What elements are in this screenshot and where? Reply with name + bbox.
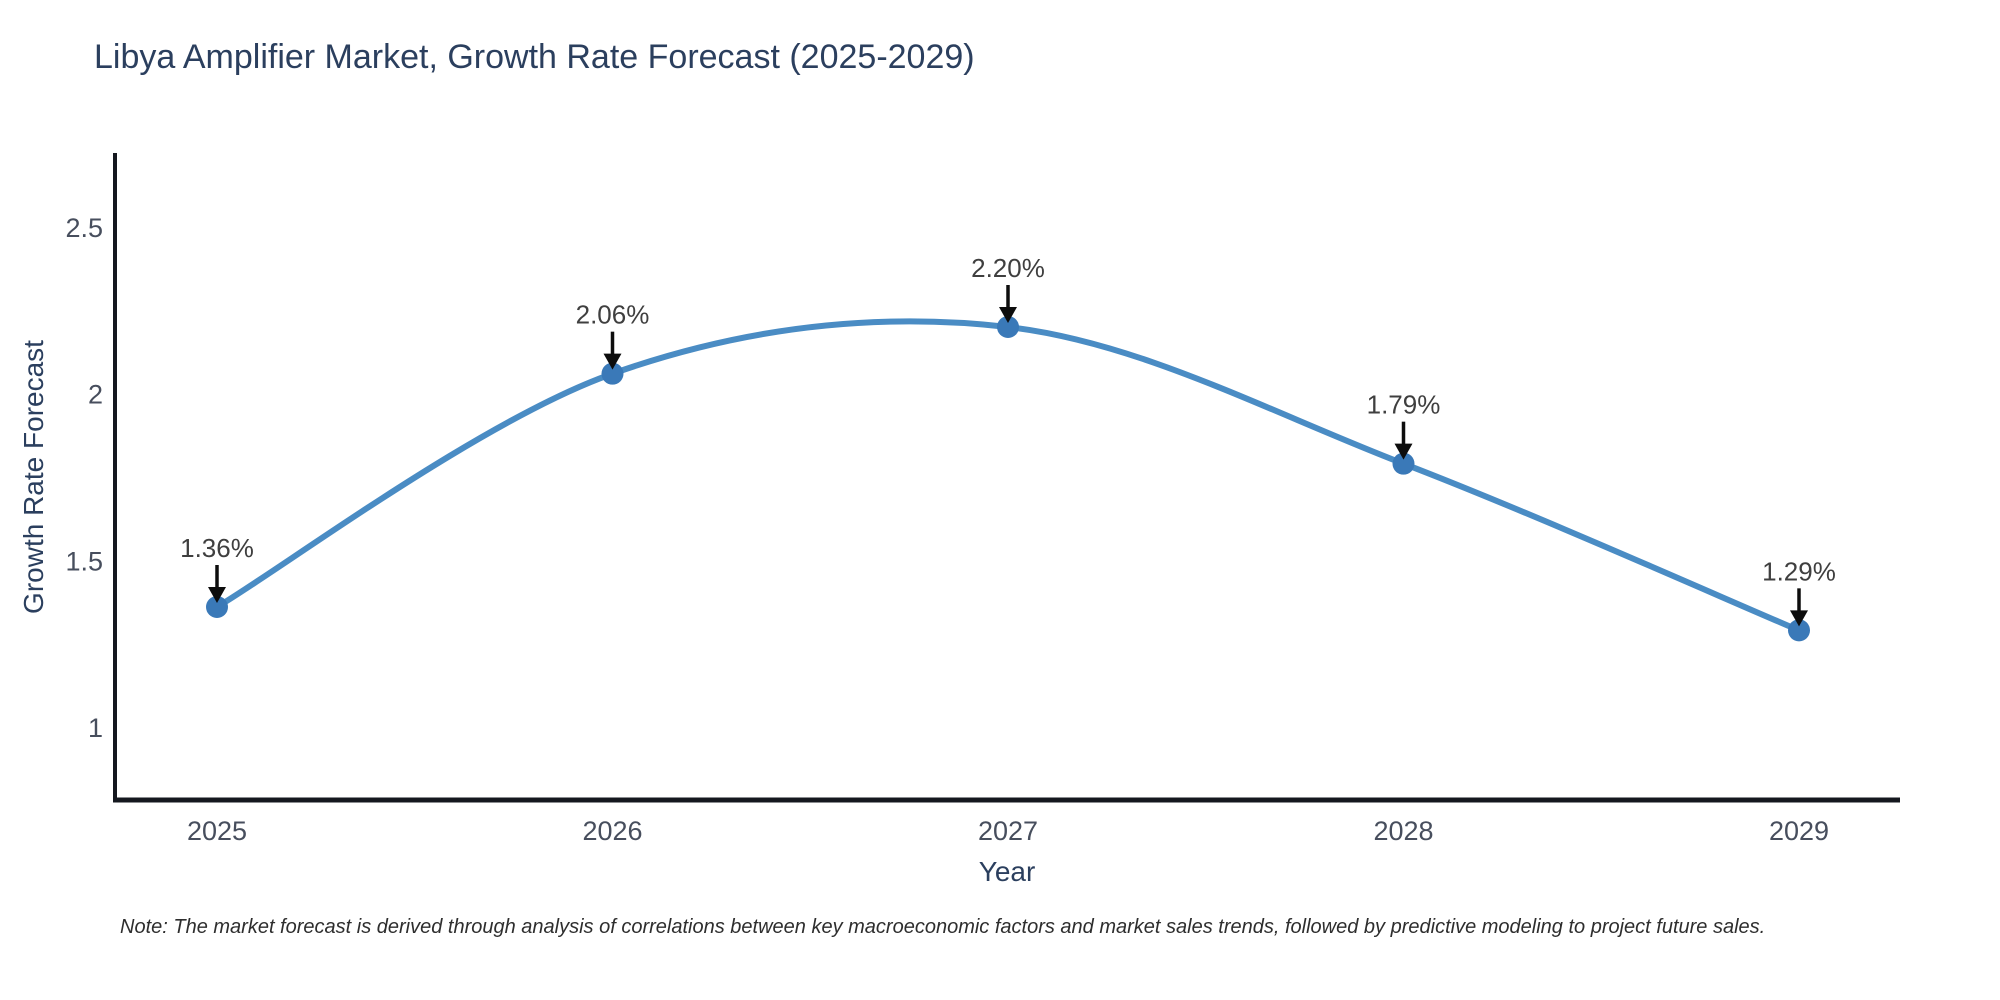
data-point-marker[interactable] — [997, 316, 1019, 339]
footnote: Note: The market forecast is derived thr… — [120, 916, 1766, 938]
annotation-label: 1.36% — [180, 533, 254, 563]
annotation-arrow-head — [208, 587, 226, 604]
annotation-label: 2.20% — [971, 253, 1045, 283]
data-point-marker[interactable] — [1392, 452, 1415, 475]
annotation-arrow-head — [603, 353, 622, 370]
x-tick-label: 2026 — [582, 816, 642, 846]
chart-title: Libya Amplifier Market, Growth Rate Fore… — [94, 38, 975, 76]
annotation-arrow-head — [1790, 610, 1808, 627]
annotation-label: 1.79% — [1367, 390, 1441, 420]
y-tick-label: 2 — [88, 380, 103, 410]
x-tick-label: 2025 — [187, 816, 247, 846]
x-tick-label: 2027 — [978, 816, 1038, 846]
data-point-marker[interactable] — [206, 596, 228, 619]
data-point-marker[interactable] — [1788, 619, 1810, 642]
x-tick-label: 2028 — [1373, 816, 1433, 846]
annotation-label: 1.29% — [1762, 556, 1836, 586]
y-tick-label: 2.5 — [65, 213, 103, 243]
annotation-arrow-head — [999, 307, 1017, 324]
x-axis-title: Year — [978, 856, 1036, 887]
y-tick-label: 1.5 — [65, 546, 103, 576]
y-tick-label: 1 — [88, 713, 103, 743]
annotation-arrow-head — [1394, 443, 1413, 460]
x-tick-label: 2029 — [1769, 816, 1829, 846]
forecast-line-path — [214, 318, 1802, 634]
data-point-marker[interactable] — [601, 362, 624, 385]
annotation-label: 2.06% — [576, 300, 650, 330]
